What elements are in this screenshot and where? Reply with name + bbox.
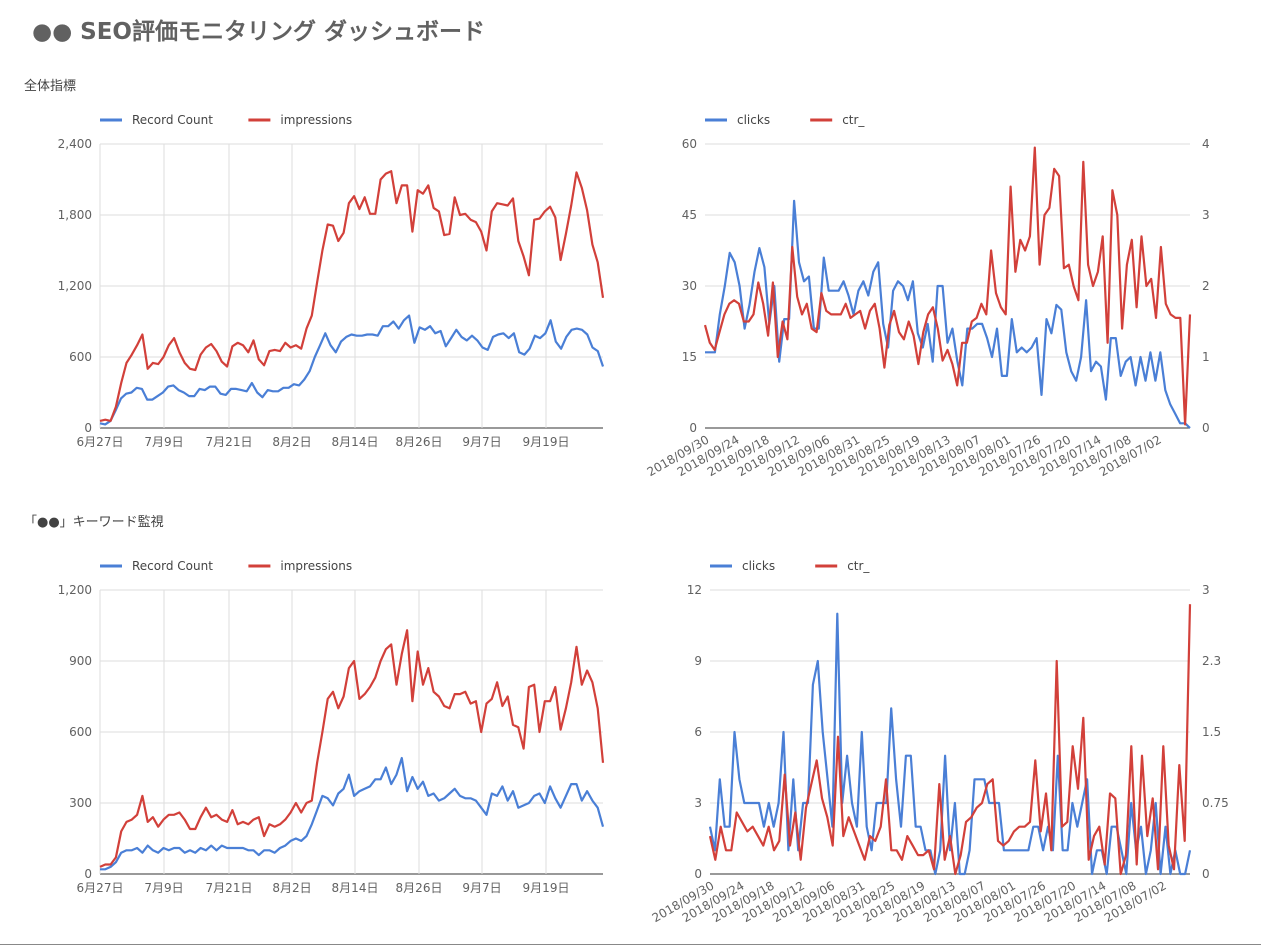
y-tick-label: 60 xyxy=(682,137,697,151)
y-right-tick-label: 1.5 xyxy=(1202,725,1221,739)
y-tick-label: 0 xyxy=(84,421,92,435)
y-right-tick-label: 0.75 xyxy=(1202,796,1229,810)
y-right-tick-label: 2.3 xyxy=(1202,654,1221,668)
y-right-tick-label: 3 xyxy=(1202,583,1210,597)
legend-item-ctr-[interactable]: ctr_ xyxy=(810,113,865,127)
y-tick-label: 2,400 xyxy=(58,137,92,151)
y-tick-label: 3 xyxy=(694,796,702,810)
series-line-ctr-[interactable] xyxy=(708,604,1192,876)
y-tick-label: 600 xyxy=(69,725,92,739)
legend-label: ctr_ xyxy=(842,113,865,127)
y-tick-label: 9 xyxy=(694,654,702,668)
y-tick-label: 900 xyxy=(69,654,92,668)
x-tick-label: 8月26日 xyxy=(396,435,443,449)
x-tick-label: 6月27日 xyxy=(77,881,124,895)
y-right-tick-label: 4 xyxy=(1202,137,1210,151)
series-line-clicks[interactable] xyxy=(708,612,1192,876)
y-tick-label: 30 xyxy=(682,279,697,293)
y-right-tick-label: 1 xyxy=(1202,350,1210,364)
x-tick-label: 8月26日 xyxy=(396,881,443,895)
y-tick-label: 45 xyxy=(682,208,697,222)
y-right-tick-label: 0 xyxy=(1202,421,1210,435)
overall-time-chart: Record Count impressions 0 600 1,200 1,800 2,4… xyxy=(58,113,605,449)
legend-label: impressions xyxy=(280,559,352,573)
y-tick-label: 300 xyxy=(69,796,92,810)
y-tick-label: 15 xyxy=(682,350,697,364)
legend-item-ctr-[interactable]: ctr_ xyxy=(815,559,870,573)
series-line-record-count[interactable] xyxy=(100,756,605,871)
overall-date-chart: clicks ctr_015304560012342018/09/302018/0… xyxy=(645,113,1210,479)
legend-label: Record Count xyxy=(132,559,213,573)
x-tick-label: 8月14日 xyxy=(332,881,379,895)
legend-label: ctr_ xyxy=(847,559,870,573)
y-tick-label: 1,200 xyxy=(58,583,92,597)
keyword-time-chart: Record Count impressions 0 300 600 900 1,200 6月… xyxy=(58,559,605,895)
y-tick-label: 1,800 xyxy=(58,208,92,222)
y-tick-label: 0 xyxy=(694,867,702,881)
y-tick-label: 0 xyxy=(689,421,697,435)
bottom-divider xyxy=(0,944,1261,945)
x-tick-label: 7月21日 xyxy=(206,881,253,895)
y-tick-label: 6 xyxy=(694,725,702,739)
x-tick-label: 9月19日 xyxy=(523,881,570,895)
legend-item-impressions[interactable]: impressions xyxy=(248,559,352,573)
x-tick-label: 8月2日 xyxy=(272,435,311,449)
y-right-tick-label: 0 xyxy=(1202,867,1210,881)
page-title: ●● SEO評価モニタリング ダッシュボード xyxy=(32,19,485,45)
legend-item-clicks[interactable]: clicks xyxy=(710,559,775,573)
y-tick-label: 12 xyxy=(687,583,702,597)
x-tick-label: 8月14日 xyxy=(332,435,379,449)
x-tick-label: 7月9日 xyxy=(144,435,183,449)
y-tick-label: 1,200 xyxy=(58,279,92,293)
x-tick-label: 9月19日 xyxy=(523,435,570,449)
x-tick-label: 7月9日 xyxy=(144,881,183,895)
section-title-overall: 全体指標 xyxy=(24,79,77,94)
x-tick-label: 9月7日 xyxy=(462,435,501,449)
y-right-tick-label: 3 xyxy=(1202,208,1210,222)
series-line-impressions[interactable] xyxy=(99,629,605,868)
series-line-record-count[interactable] xyxy=(99,314,605,426)
y-tick-label: 600 xyxy=(69,350,92,364)
x-tick-label: 7月21日 xyxy=(206,435,253,449)
series-line-clicks[interactable] xyxy=(705,199,1191,429)
legend-label: clicks xyxy=(742,559,775,573)
legend-label: clicks xyxy=(737,113,770,127)
section-title-keyword: 「●●」キーワード監視 xyxy=(24,515,164,530)
y-right-tick-label: 2 xyxy=(1202,279,1210,293)
series-line-ctr-[interactable] xyxy=(703,146,1192,426)
x-tick-label: 6月27日 xyxy=(77,435,124,449)
legend-item-record-count[interactable]: Record Count xyxy=(100,113,213,127)
legend-item-impressions[interactable]: impressions xyxy=(248,113,352,127)
legend-label: Record Count xyxy=(132,113,213,127)
legend-item-record-count[interactable]: Record Count xyxy=(100,559,213,573)
legend-item-clicks[interactable]: clicks xyxy=(705,113,770,127)
y-tick-label: 0 xyxy=(84,867,92,881)
keyword-date-chart: clicks ctr_03691200.751.52.332018/09/3020… xyxy=(650,559,1229,925)
x-tick-label: 9月7日 xyxy=(462,881,501,895)
legend-label: impressions xyxy=(280,113,352,127)
series-line-impressions[interactable] xyxy=(99,170,605,422)
x-tick-label: 8月2日 xyxy=(272,881,311,895)
